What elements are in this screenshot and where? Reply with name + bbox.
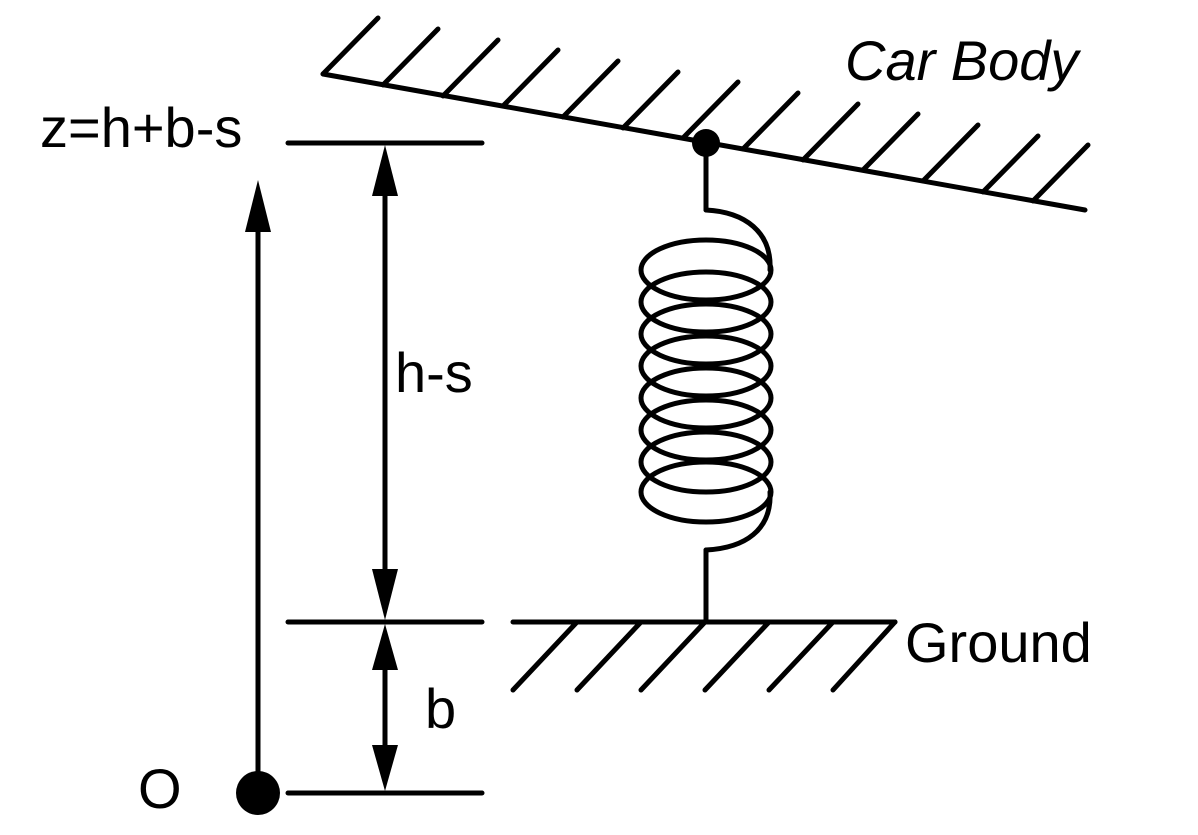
ground-hatching (510, 619, 898, 693)
h-s-label: h-s (395, 341, 473, 404)
origin-label: O (138, 757, 182, 820)
z-equation-label: z=h+b-s (40, 96, 242, 159)
spring-bottom-lead (703, 489, 773, 553)
b-dimension (372, 624, 398, 791)
ground-label: Ground (905, 611, 1092, 674)
b-label: b (425, 677, 456, 740)
car-body-hatching (320, 15, 1091, 204)
spring-top-lead (703, 207, 773, 273)
z-axis (245, 180, 271, 793)
spring-coils (638, 237, 774, 525)
h-s-dimension (372, 145, 398, 620)
reference-lines (285, 140, 485, 796)
ground-surface (510, 619, 898, 693)
car-body-label: Car Body (845, 29, 1081, 92)
h-s-top-arrowhead (372, 145, 398, 196)
origin-point (236, 771, 280, 815)
b-bottom-arrowhead (372, 745, 398, 791)
coil-spring (638, 140, 774, 625)
h-s-bottom-arrowhead (372, 569, 398, 620)
b-top-arrowhead (372, 624, 398, 670)
z-axis-arrowhead (245, 180, 271, 232)
